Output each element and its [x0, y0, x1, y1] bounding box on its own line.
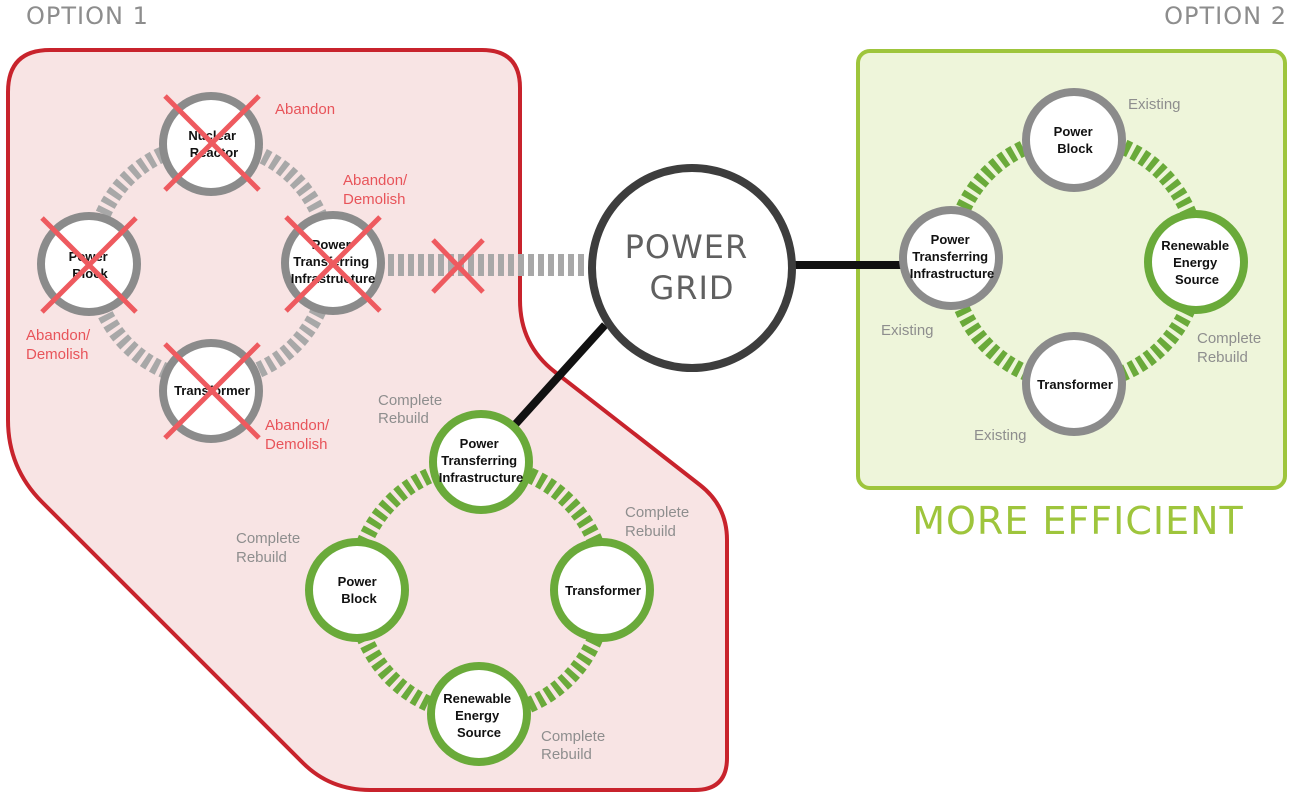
- annotation-power-transferring: Abandon/ Demolish: [343, 172, 411, 208]
- rebuild-transformer-node: Transformer: [550, 538, 654, 642]
- option2-power-block-node: Power Block: [1022, 88, 1126, 192]
- rebuild-power-transferring-node: Power Transferring Infrastructure: [429, 410, 533, 514]
- option1-nuclear-reactor-node: Nuclear Reactor: [159, 92, 263, 196]
- option1-power-block-node: Power Block: [37, 212, 141, 316]
- more-efficient-label: MORE EFFICIENT: [912, 499, 1244, 543]
- nuclear-reactor-cross-icon: [163, 94, 261, 192]
- option1-region: [6, 48, 729, 792]
- svg-text:Power Block: Power Block: [1054, 124, 1097, 156]
- svg-text:POWER GRID: POWER GRID: [625, 228, 760, 307]
- abandoned-link-cross-icon: [431, 238, 485, 294]
- option1-power-transferring-node: Power Transferring Infrastructure: [281, 211, 385, 315]
- power-grid-node: POWER GRID: [588, 164, 796, 372]
- annotation-option2-transformer: Existing: [974, 427, 1027, 444]
- svg-text:Power Transferring: Power Transferring Infrastructure: [439, 436, 524, 485]
- annotation-rebuild-transformer: Complete Rebuild: [625, 504, 693, 540]
- svg-text:Transformer: Transformer: [1037, 377, 1113, 392]
- rebuild-grid-link: [509, 322, 608, 431]
- annotation-option2-power-block: Existing: [1128, 96, 1181, 113]
- option2-label: OPTION 2: [1164, 2, 1287, 30]
- rebuild-renewable-node: Renewable Energy Source: [427, 662, 531, 766]
- option2-power-transferring-node: Power Transferring Infrastructure: [899, 206, 1003, 310]
- annotation-option2-renewable: Complete Rebuild: [1197, 330, 1265, 366]
- option1-transformer-node: Transformer: [159, 339, 263, 443]
- annotation-rebuild-renewable: Complete Rebuild: [541, 728, 609, 763]
- annotation-nuclear-reactor: Abandon: [275, 101, 335, 118]
- annotation-transformer: Abandon/ Demolish: [265, 417, 333, 453]
- option2-renewable-node: Renewable Energy Source: [1144, 210, 1248, 314]
- annotation-option2-power-transferring: Existing: [881, 322, 934, 339]
- annotation-power-block: Abandon/ Demolish: [26, 327, 94, 363]
- svg-text:Renewable Energy S: Renewable Energy Source: [443, 691, 515, 740]
- option2-transformer-node: Transformer: [1022, 332, 1126, 436]
- power-block-cross-icon: [40, 216, 138, 314]
- svg-text:Transformer: Transformer: [565, 583, 641, 598]
- svg-text:Renewable Energy S: Renewable Energy Source: [1161, 238, 1233, 287]
- annotation-rebuild-power-block: Complete Rebuild: [236, 530, 304, 566]
- option1-label: OPTION 1: [26, 2, 149, 30]
- svg-text:Power Transferring: Power Transferring Infrastructure: [910, 232, 995, 281]
- svg-text:Power Block: Power Block: [338, 574, 381, 606]
- annotation-rebuild-power-transferring: Complete Rebuild: [378, 392, 446, 427]
- rebuild-power-block-node: Power Block: [305, 538, 409, 642]
- option2-region: [856, 49, 1287, 490]
- power-transferring-cross-icon: [284, 215, 382, 313]
- transformer-cross-icon: [163, 342, 261, 440]
